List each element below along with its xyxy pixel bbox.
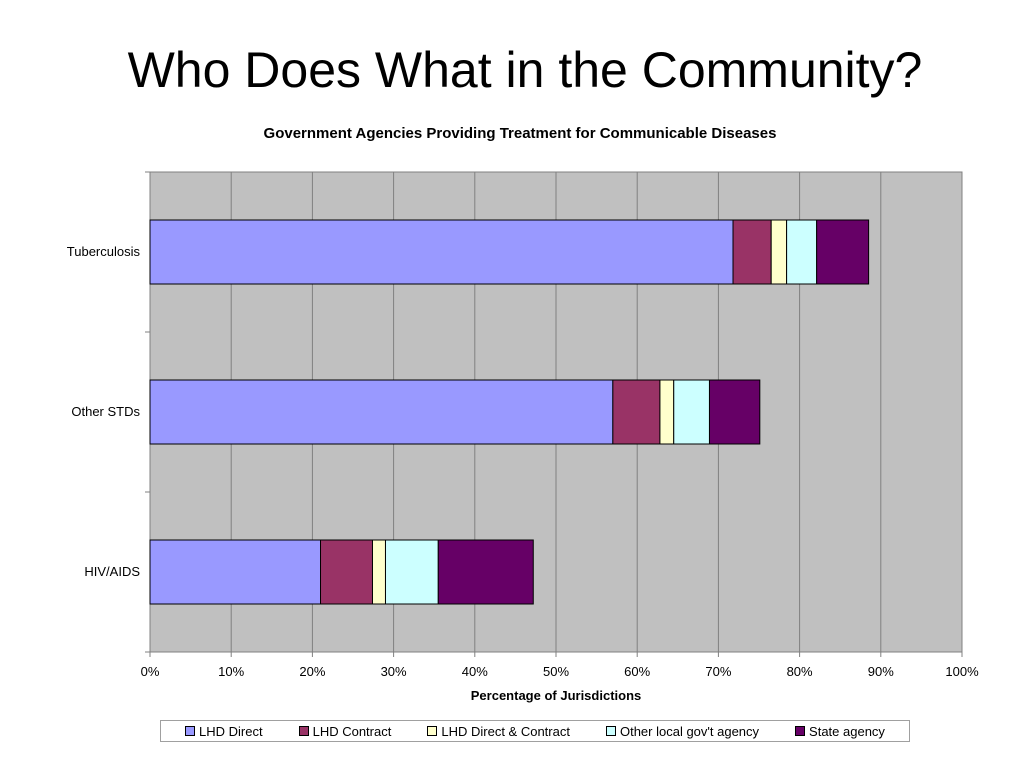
legend-swatch: [427, 726, 438, 736]
x-tick-label: 100%: [945, 664, 979, 679]
x-tick-label: 10%: [218, 664, 244, 679]
bar-segment: [659, 379, 675, 445]
x-axis-label: Percentage of Jurisdictions: [471, 688, 642, 703]
legend-label: LHD Direct & Contract: [441, 723, 570, 739]
bar-segment: [708, 379, 761, 445]
y-tick-label: Tuberculosis: [67, 244, 141, 259]
legend-item: LHD Direct: [185, 724, 263, 739]
bar-segment: [149, 219, 734, 285]
bar-segment: [371, 539, 386, 605]
x-tick-label: 60%: [624, 664, 650, 679]
legend-swatch: [298, 726, 309, 736]
legend-label: Other local gov't agency: [619, 723, 760, 739]
bar-segment: [732, 219, 772, 285]
bar-segment: [786, 219, 818, 285]
legend-item: Other local gov't agency: [605, 723, 760, 739]
chart-title: Government Agencies Providing Treatment …: [264, 125, 777, 142]
legend-item: State agency: [795, 724, 885, 739]
legend: LHD Direct LHD Contract LHD Direct & Contr…: [160, 720, 910, 742]
x-tick-label: 70%: [705, 664, 731, 679]
x-tick-label: 30%: [381, 664, 407, 679]
x-tick-label: 20%: [299, 664, 325, 679]
slide-title: Who Does What in the Community?: [127, 42, 923, 98]
x-tick-label: 50%: [543, 664, 569, 679]
bar-segment: [612, 379, 661, 445]
bar-segment: [149, 379, 614, 445]
x-tick-label: 80%: [787, 664, 813, 679]
bar-segment: [816, 219, 870, 285]
bar-segment: [673, 379, 710, 445]
y-tick-label: HIV/AIDS: [84, 564, 140, 579]
legend-label: LHD Direct: [199, 723, 263, 739]
legend-label: LHD Contract: [312, 723, 392, 739]
legend-item: LHD Contract: [298, 723, 392, 739]
legend-swatch: [795, 726, 806, 736]
bar-segment: [320, 539, 373, 605]
x-tick-label: 40%: [462, 664, 488, 679]
bar-segment: [384, 539, 439, 605]
bar-segment: [149, 539, 322, 605]
bar-segments: [149, 219, 870, 605]
x-tick-label: 0%: [141, 664, 160, 679]
legend-label: State agency: [809, 723, 885, 739]
y-tick-label: Other STDs: [71, 404, 140, 419]
bar-segment: [437, 539, 534, 605]
bar-segment: [770, 219, 788, 285]
legend-item: LHD Direct & Contract: [427, 724, 570, 739]
legend-swatch: [185, 726, 195, 736]
x-tick-label: 90%: [868, 664, 894, 679]
axes: 0% 10% 20% 30% 40% 50% 60% 70% 80% 90% 100% Tubercu…: [67, 171, 979, 679]
legend-swatch: [605, 726, 616, 736]
